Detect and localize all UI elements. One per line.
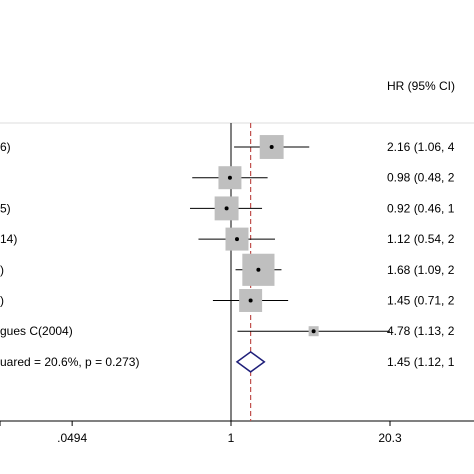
point-estimate xyxy=(234,237,239,242)
x-tick-label: 20.3 xyxy=(378,431,402,445)
hr-ci-text: 0.92 (0.46, 1 xyxy=(387,201,455,215)
x-tick-label: .0494 xyxy=(57,431,87,445)
study-label: 5) xyxy=(0,201,11,215)
point-estimate xyxy=(224,206,229,211)
overall-diamond xyxy=(235,350,266,373)
hr-column-header: HR (95% CI) xyxy=(387,79,455,93)
hr-ci-text: 0.98 (0.48, 2 xyxy=(387,171,455,185)
study-label: 6) xyxy=(0,140,11,154)
point-estimate xyxy=(311,329,316,334)
hr-ci-text: 2.16 (1.06, 4 xyxy=(387,140,455,154)
hr-ci-text: 1.68 (1.09, 2 xyxy=(387,263,455,277)
study-label: 14) xyxy=(0,232,17,246)
hr-ci-text: 1.45 (0.71, 2 xyxy=(387,294,455,308)
overall-label: uared = 20.6%, p = 0.273) xyxy=(0,355,139,369)
point-estimate xyxy=(227,175,232,180)
study-label: ) xyxy=(0,263,4,277)
overall-hr-ci-text: 1.45 (1.12, 1 xyxy=(387,355,455,369)
study-label: gues C(2004) xyxy=(0,324,73,338)
point-estimate xyxy=(269,145,274,149)
study-label: ) xyxy=(0,294,4,308)
point-estimate xyxy=(256,267,261,272)
hr-ci-text: 4.78 (1.13, 2 xyxy=(387,324,455,338)
point-estimate xyxy=(248,298,253,303)
x-tick-label: 1 xyxy=(228,431,235,445)
hr-ci-text: 1.12 (0.54, 2 xyxy=(387,232,455,246)
